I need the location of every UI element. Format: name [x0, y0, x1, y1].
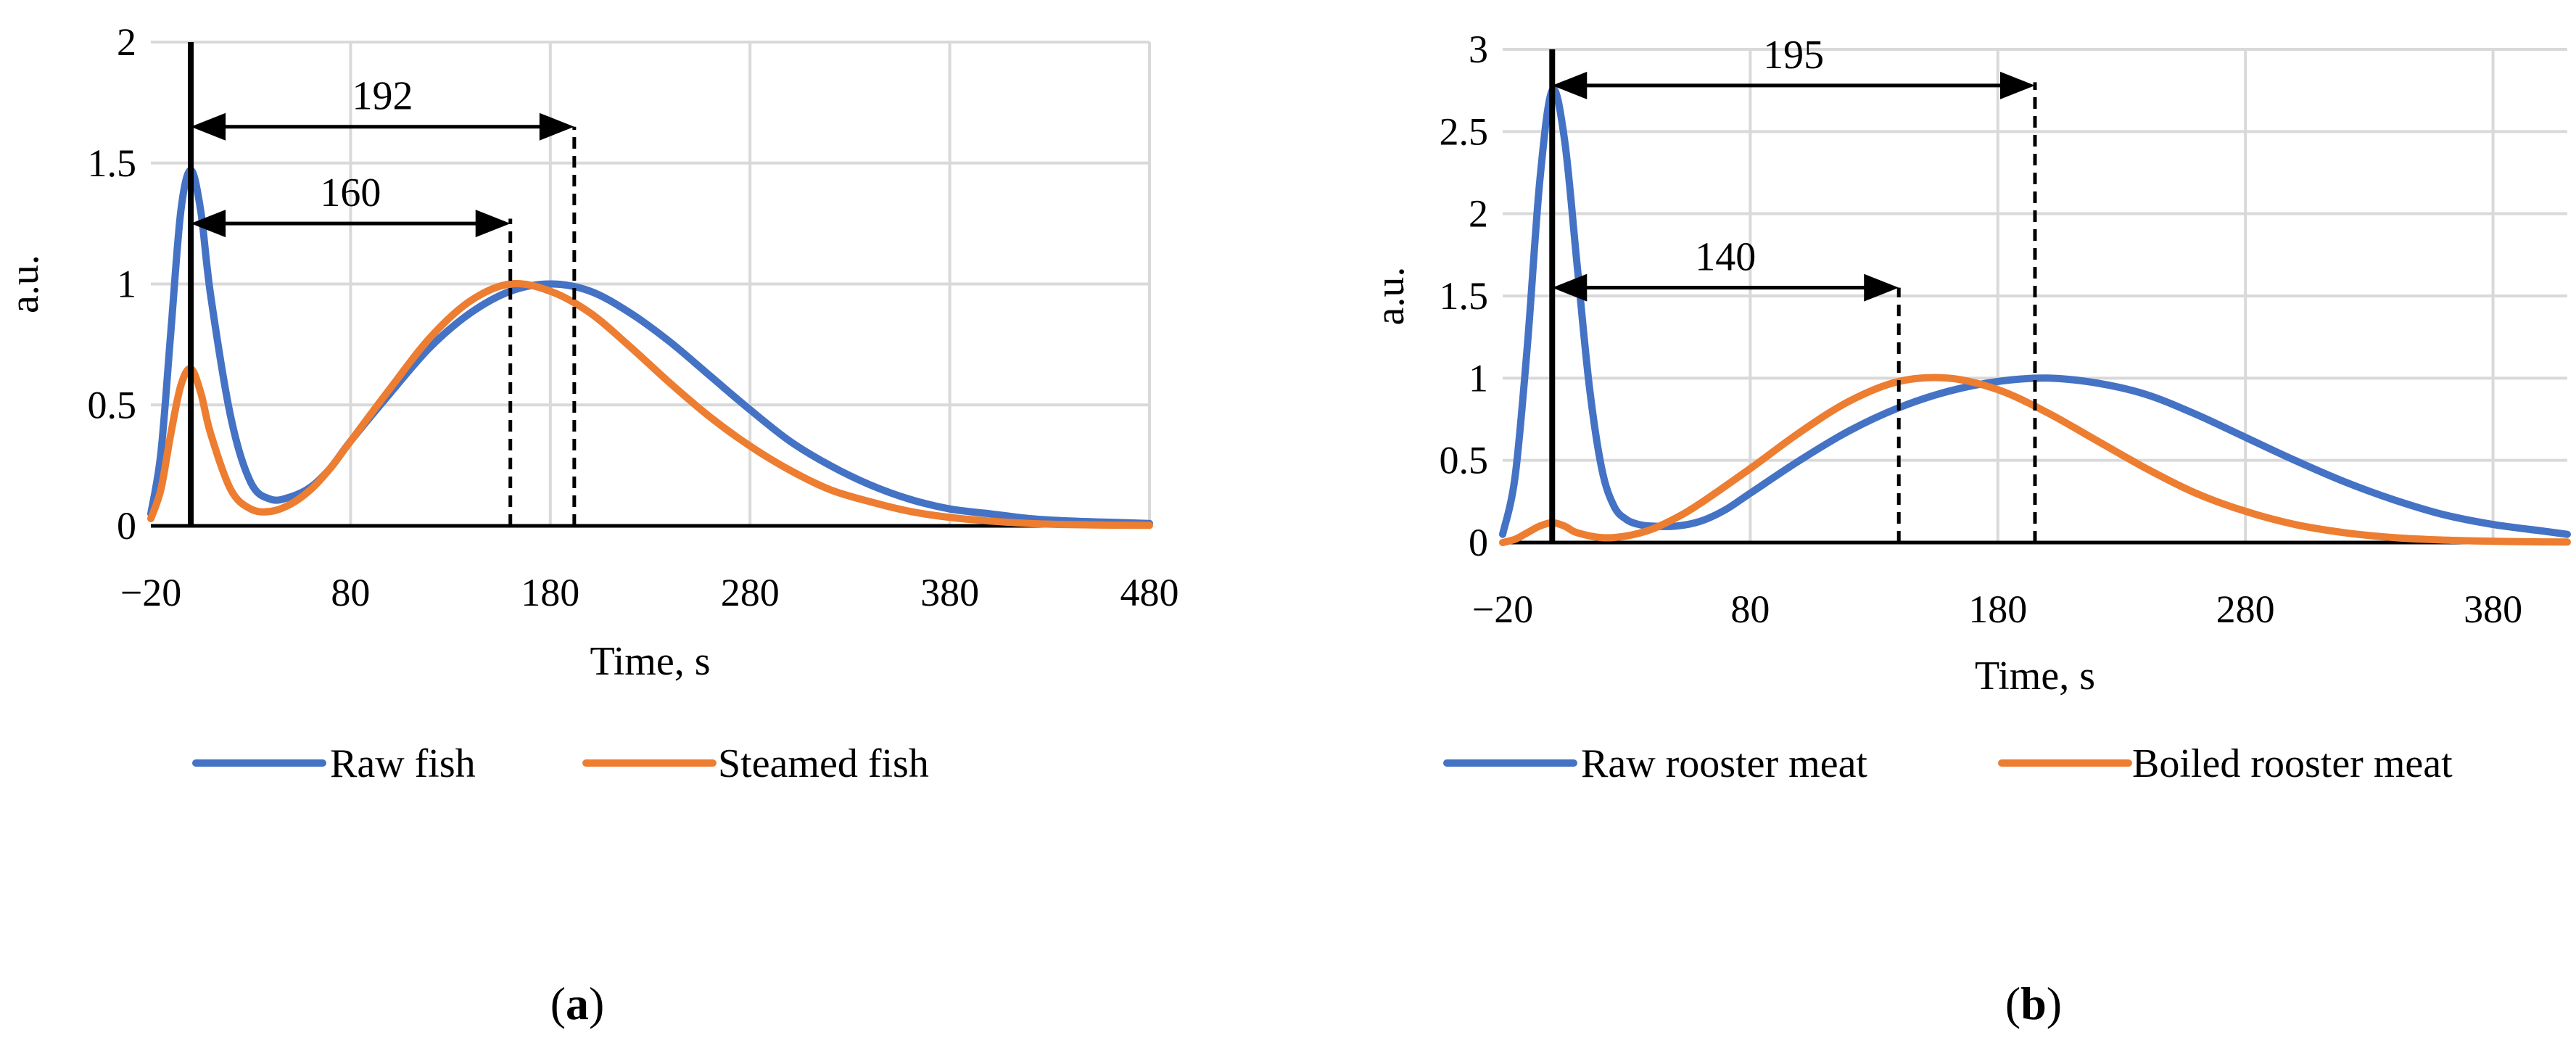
y-tick-label: 1.5	[1440, 274, 1489, 318]
y-tick-label: 2.5	[1440, 110, 1489, 153]
series-line-raw	[1499, 86, 2571, 538]
panel-label: (b)	[2005, 978, 2062, 1029]
panel-label-letter: a	[566, 978, 589, 1029]
x-tick-label: 80	[331, 571, 370, 614]
arrow-head-left	[191, 112, 226, 141]
y-tick-label: 2	[1469, 192, 1488, 236]
y-tick-label: 0	[1469, 521, 1488, 564]
y-axis-title: a.u.	[1368, 267, 1413, 326]
panel-label-close: )	[589, 978, 604, 1029]
panel-label-open: (	[550, 978, 566, 1029]
arrow-head-right	[539, 112, 574, 141]
y-axis-title: a.u.	[2, 255, 47, 313]
y-tick-label: 0.5	[88, 383, 137, 426]
arrow-head-right	[1864, 273, 1899, 302]
panel-label-open: (	[2005, 978, 2020, 1029]
legend-label: Raw fish	[330, 741, 476, 786]
x-tick-label: −20	[120, 571, 181, 614]
x-axis-title: Time, s	[1975, 654, 2095, 698]
x-tick-label: 380	[920, 571, 979, 614]
series-line-treated	[147, 280, 1153, 529]
legend-label: Raw rooster meat	[1581, 741, 1867, 786]
y-tick-label: 1.5	[88, 141, 137, 185]
legend-label: Boiled rooster meat	[2132, 741, 2453, 786]
y-tick-label: 0	[117, 504, 136, 548]
x-tick-label: 480	[1120, 571, 1179, 614]
chart-panel-a: 192 160 −20 80 180 280 380 480 0 0.5 1 1.5 2 Time, s a…	[2, 20, 1179, 1029]
x-tick-label: 280	[721, 571, 780, 614]
x-tick-label: −20	[1472, 588, 1533, 631]
panel-label-letter: b	[2020, 978, 2047, 1029]
y-tick-label: 1	[117, 263, 136, 306]
chart-panel-b: 195 140 −20 80 180 280 380 0 0.5 1 1.5 2 2.5 3 Time, s…	[1368, 28, 2571, 1029]
interval-label: 160	[320, 170, 381, 215]
interval-label: 192	[352, 74, 413, 119]
panel-label: (a)	[550, 978, 605, 1029]
x-axis-title: Time, s	[590, 639, 710, 684]
x-tick-label: 180	[521, 571, 579, 614]
interval-label: 195	[1763, 33, 1824, 78]
y-tick-label: 2	[117, 20, 136, 64]
arrow-head-left	[191, 210, 226, 238]
x-tick-label: 380	[2464, 588, 2522, 631]
arrow-head-left	[1552, 273, 1588, 302]
y-tick-label: 1	[1469, 356, 1488, 400]
arrow-head-right	[475, 210, 511, 238]
series-line-treated	[1499, 374, 2571, 546]
arrow-head-right	[2000, 71, 2035, 99]
x-tick-label: 180	[1968, 588, 2027, 631]
arrow-head-left	[1552, 71, 1588, 99]
interval-label: 140	[1695, 235, 1756, 280]
panel-label-close: )	[2047, 978, 2062, 1029]
x-tick-label: 80	[1730, 588, 1770, 631]
y-tick-label: 3	[1469, 28, 1488, 71]
series-line-raw	[147, 166, 1153, 527]
y-tick-label: 0.5	[1440, 439, 1489, 482]
x-tick-label: 280	[2216, 588, 2275, 631]
legend-label: Steamed fish	[718, 741, 929, 786]
